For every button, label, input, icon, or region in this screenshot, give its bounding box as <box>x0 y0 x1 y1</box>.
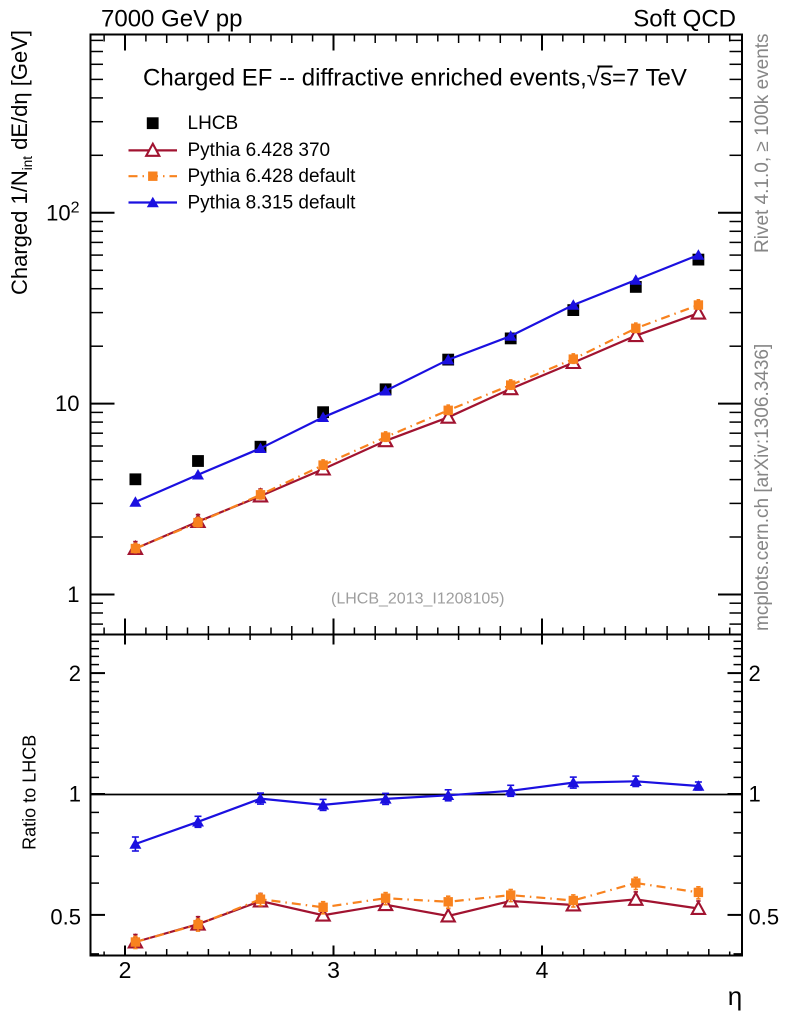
svg-text:Rivet 4.1.0, ≥ 100k events: Rivet 4.1.0, ≥ 100k events <box>752 33 773 253</box>
svg-text:Ratio to LHCB: Ratio to LHCB <box>20 735 40 850</box>
svg-text:mcplots.cern.ch [arXiv:1306.34: mcplots.cern.ch [arXiv:1306.3436] <box>752 344 773 631</box>
svg-text:Pythia 8.315 default: Pythia 8.315 default <box>188 192 357 213</box>
svg-text:1: 1 <box>749 782 761 807</box>
svg-text:Pythia 6.428 370: Pythia 6.428 370 <box>188 140 331 161</box>
svg-text:Pythia 6.428 default: Pythia 6.428 default <box>188 166 357 187</box>
svg-text:1: 1 <box>67 582 79 607</box>
svg-text:Soft QCD: Soft QCD <box>633 6 736 33</box>
svg-text:2: 2 <box>119 957 132 983</box>
svg-text:LHCB: LHCB <box>188 113 239 134</box>
svg-text:10: 10 <box>55 391 79 416</box>
svg-text:4: 4 <box>536 957 549 983</box>
svg-text:102: 102 <box>46 199 79 225</box>
svg-text:3: 3 <box>327 957 340 983</box>
svg-text:0.5: 0.5 <box>749 905 780 930</box>
svg-text:1: 1 <box>69 782 81 807</box>
svg-text:7000 GeV pp: 7000 GeV pp <box>101 6 242 33</box>
svg-text:0.5: 0.5 <box>50 905 81 930</box>
svg-text:2: 2 <box>69 661 81 686</box>
svg-text:(LHCB_2013_I1208105): (LHCB_2013_I1208105) <box>331 591 504 608</box>
svg-text:η: η <box>728 981 742 1011</box>
svg-text:2: 2 <box>749 661 761 686</box>
svg-text:Charged EF -- diffractive enri: Charged EF -- diffractive enriched event… <box>143 64 687 91</box>
